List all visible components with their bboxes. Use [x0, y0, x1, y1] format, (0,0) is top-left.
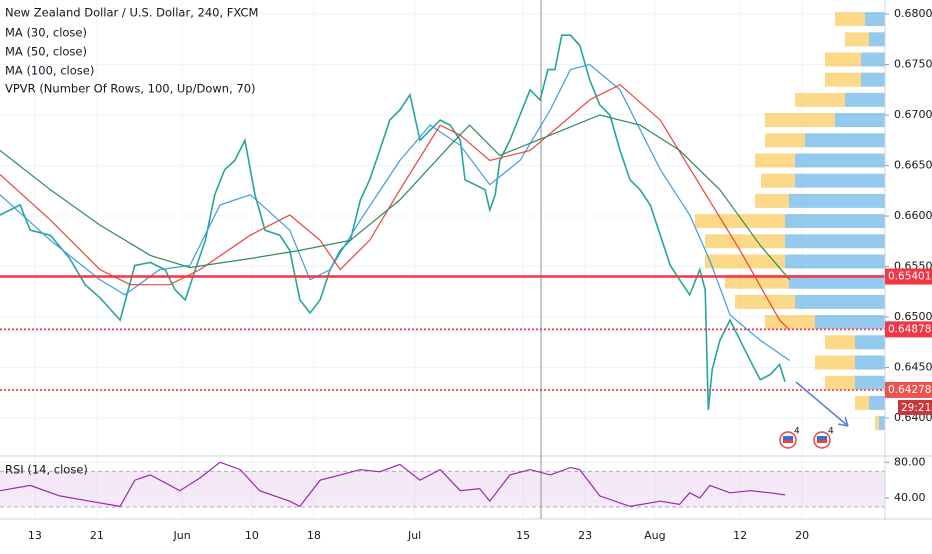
- price-label-box: [885, 321, 932, 338]
- volume-profile-bar: [861, 72, 885, 87]
- event-flag: [783, 436, 793, 443]
- legend-entry: MA (30, close): [5, 26, 87, 40]
- event-badge[interactable]: 4: [779, 427, 800, 449]
- x-tick-label: 10: [245, 529, 259, 542]
- volume-profile-bar: [785, 254, 885, 269]
- volume-profile-bar: [789, 274, 885, 289]
- x-tick-label: 18: [307, 529, 321, 542]
- main-pane: [0, 12, 885, 431]
- countdown-box: [898, 399, 932, 415]
- volume-profile-bar: [825, 52, 861, 67]
- countdown: 29:21: [901, 402, 931, 414]
- event-flag: [817, 440, 827, 443]
- y-tick-label: 0.68000: [894, 7, 932, 20]
- volume-profile-bar: [795, 92, 845, 107]
- volume-profile-bar: [835, 12, 865, 27]
- price-label-box: [885, 268, 932, 285]
- x-tick-label: Jul: [407, 529, 421, 542]
- volume-profile-bar: [855, 335, 885, 350]
- rsi-pane: [0, 461, 786, 508]
- rsi-title: RSI (14, close): [5, 463, 88, 477]
- x-tick-label: 20: [795, 529, 809, 542]
- volume-profile-bar: [869, 32, 885, 47]
- volume-profile-bar: [805, 133, 885, 148]
- volume-profile-bar: [755, 193, 789, 208]
- legend-entry: MA (100, close): [5, 64, 94, 78]
- x-tick-label: 13: [28, 529, 42, 542]
- volume-profile-bar: [875, 416, 879, 431]
- event-count: 4: [828, 427, 834, 437]
- volume-profile-bar: [785, 214, 885, 229]
- series-line: [0, 461, 786, 508]
- volume-profile-bar: [825, 335, 855, 350]
- volume-profile-bar: [835, 113, 885, 128]
- volume-profile-bar: [789, 193, 885, 208]
- event-count: 4: [794, 427, 800, 437]
- rsi-band: [0, 471, 885, 507]
- price-label: 0.65401: [888, 271, 931, 283]
- volume-profile-bar: [765, 315, 815, 330]
- price-label: 0.64278: [888, 384, 931, 396]
- volume-profile-bar: [845, 32, 869, 47]
- event-flag: [783, 440, 793, 443]
- volume-profile-bar: [879, 416, 885, 431]
- event-badge[interactable]: 4: [813, 427, 834, 449]
- x-tick-label: 12: [733, 529, 747, 542]
- volume-profile-bar: [765, 133, 805, 148]
- volume-profile-bar: [765, 113, 835, 128]
- volume-profile-bar: [855, 355, 885, 370]
- volume-profile-bar: [705, 234, 785, 249]
- volume-profile-bar: [869, 395, 885, 410]
- y-tick-label: 40.00: [894, 491, 926, 504]
- volume-profile-bar: [845, 92, 885, 107]
- series-line: [0, 83, 791, 331]
- x-tick-label: 23: [578, 529, 592, 542]
- volume-profile-bar: [855, 375, 885, 390]
- volume-profile-bar: [795, 294, 885, 309]
- volume-profile-bar: [695, 214, 785, 229]
- projection-arrow: [795, 381, 849, 427]
- volume-profile-bar: [705, 254, 785, 269]
- series-line: [0, 63, 791, 361]
- x-tick-label: 15: [516, 529, 530, 542]
- volume-profile-bar: [815, 355, 855, 370]
- series-line: [0, 114, 791, 281]
- volume-profile-bar: [761, 173, 795, 188]
- volume-profile-bar: [865, 12, 885, 27]
- volume-profile-bar: [785, 234, 885, 249]
- volume-profile-bar: [825, 72, 861, 87]
- volume-profile-bar: [825, 375, 855, 390]
- x-tick-label: Aug: [644, 529, 665, 542]
- volume-profile-bar: [795, 153, 885, 168]
- y-tick-label: 80.00: [894, 455, 926, 468]
- axes: 0.640000.645000.650000.655000.660000.665…: [28, 7, 932, 542]
- chart-title: New Zealand Dollar / U.S. Dollar, 240, F…: [5, 6, 258, 20]
- price-label: 0.64878: [888, 323, 931, 335]
- x-tick-label: 21: [90, 529, 104, 542]
- volume-profile-bar: [855, 395, 869, 410]
- volume-profile-bar: [735, 294, 795, 309]
- legend-entry: MA (50, close): [5, 45, 87, 59]
- legend: New Zealand Dollar / U.S. Dollar, 240, F…: [5, 6, 258, 477]
- volume-profile-bar: [815, 315, 885, 330]
- background-layer: [0, 0, 885, 519]
- volume-profile-bar: [725, 274, 789, 289]
- volume-profile-bar: [755, 153, 795, 168]
- volume-profile-bar: [795, 173, 885, 188]
- price-label-box: [885, 381, 932, 398]
- event-flag: [817, 436, 827, 443]
- volume-profile-bar: [861, 52, 885, 67]
- x-tick-label: Jun: [173, 529, 191, 542]
- indicator-label: VPVR (Number Of Rows, 100, Up/Down, 70): [5, 82, 256, 96]
